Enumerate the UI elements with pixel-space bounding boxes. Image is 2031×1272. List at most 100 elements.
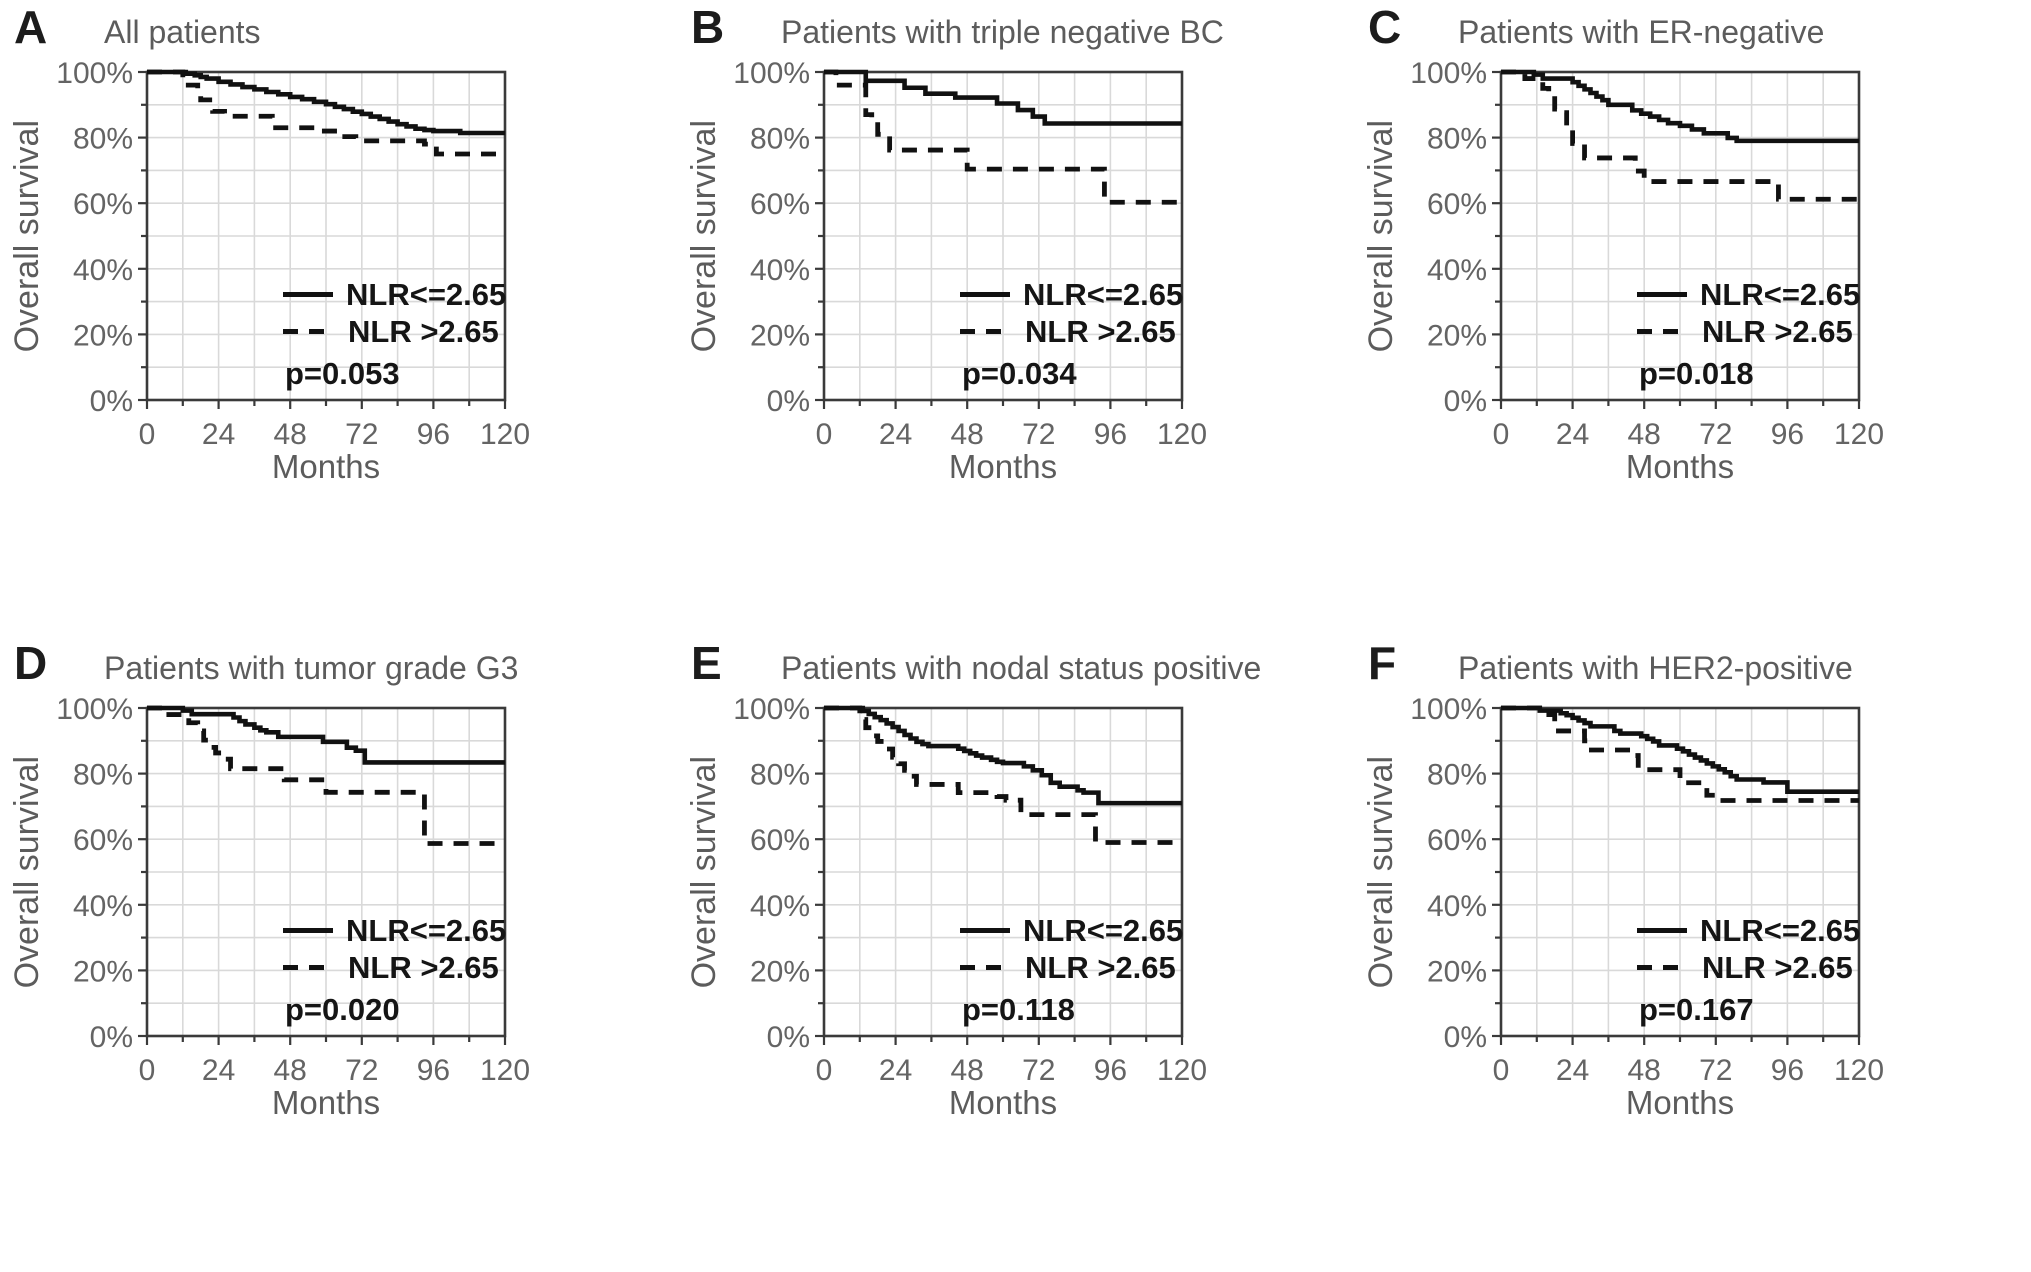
legend: NLR<=2.65 NLR >2.65 p=0.018 bbox=[1637, 276, 1877, 392]
svg-text:48: 48 bbox=[1628, 1054, 1661, 1087]
panel-letter: C bbox=[1368, 1, 1402, 53]
panel-all-patients: A All patients Overall survival 0 24 48 72 9… bbox=[0, 0, 677, 636]
svg-text:100%: 100% bbox=[56, 57, 133, 90]
svg-text:40%: 40% bbox=[73, 890, 133, 923]
panel-title: Patients with nodal status positive bbox=[781, 650, 1262, 686]
svg-text:40%: 40% bbox=[1427, 254, 1487, 287]
panel-title: Patients with ER-negative bbox=[1458, 14, 1825, 50]
panel-title: Patients with tumor grade G3 bbox=[104, 650, 519, 686]
svg-text:100%: 100% bbox=[56, 693, 133, 726]
legend: NLR<=2.65 NLR >2.65 p=0.118 bbox=[960, 912, 1200, 1028]
legend-row-solid: NLR<=2.65 bbox=[1637, 276, 1877, 313]
svg-text:120: 120 bbox=[480, 418, 530, 451]
legend: NLR<=2.65 NLR >2.65 p=0.034 bbox=[960, 276, 1200, 392]
svg-text:80%: 80% bbox=[1427, 759, 1487, 792]
legend-label-solid: NLR<=2.65 bbox=[346, 912, 507, 948]
svg-text:20%: 20% bbox=[1427, 319, 1487, 352]
dashed-line-sample bbox=[960, 329, 1012, 334]
svg-text:0: 0 bbox=[816, 418, 833, 451]
svg-text:48: 48 bbox=[274, 1054, 307, 1087]
solid-line-sample bbox=[283, 292, 333, 297]
svg-text:72: 72 bbox=[1022, 1054, 1055, 1087]
legend-label-dashed: NLR >2.65 bbox=[1702, 949, 1853, 985]
solid-line-sample bbox=[960, 928, 1010, 933]
legend-row-dashed: NLR >2.65 bbox=[960, 313, 1200, 350]
svg-text:60%: 60% bbox=[1427, 824, 1487, 857]
svg-text:80%: 80% bbox=[73, 123, 133, 156]
svg-text:96: 96 bbox=[417, 418, 450, 451]
svg-text:120: 120 bbox=[480, 1054, 530, 1087]
svg-text:80%: 80% bbox=[750, 759, 810, 792]
svg-text:40%: 40% bbox=[750, 254, 810, 287]
svg-text:0%: 0% bbox=[90, 385, 133, 418]
svg-text:60%: 60% bbox=[750, 824, 810, 857]
svg-text:48: 48 bbox=[951, 418, 984, 451]
legend-label-solid: NLR<=2.65 bbox=[1700, 912, 1861, 948]
svg-text:0: 0 bbox=[1493, 418, 1510, 451]
svg-text:20%: 20% bbox=[750, 955, 810, 988]
legend-row-solid: NLR<=2.65 bbox=[1637, 912, 1877, 949]
panel-nodal-status-positive: E Patients with nodal status positive Ov… bbox=[677, 636, 1354, 1272]
solid-line-sample bbox=[1637, 928, 1687, 933]
p-value: p=0.018 bbox=[1639, 356, 1754, 391]
svg-text:20%: 20% bbox=[1427, 955, 1487, 988]
dashed-line-sample bbox=[283, 329, 335, 334]
legend-label-dashed: NLR >2.65 bbox=[348, 949, 499, 985]
dashed-line-sample bbox=[960, 965, 1012, 970]
km-plot: 0 24 48 72 96 120 0% 20% 40% 60% 80% 100% bbox=[733, 57, 1207, 451]
panel-tumor-grade-g3: D Patients with tumor grade G3 Overall s… bbox=[0, 636, 677, 1272]
legend-row-solid: NLR<=2.65 bbox=[283, 276, 523, 313]
x-axis-label: Months bbox=[948, 448, 1058, 485]
svg-text:40%: 40% bbox=[750, 890, 810, 923]
svg-text:0%: 0% bbox=[1444, 385, 1487, 418]
svg-text:0: 0 bbox=[139, 1054, 156, 1087]
panel-title: Patients with HER2-positive bbox=[1458, 650, 1853, 686]
svg-text:48: 48 bbox=[951, 1054, 984, 1087]
legend-label-dashed: NLR >2.65 bbox=[1025, 313, 1176, 349]
svg-text:100%: 100% bbox=[1410, 57, 1487, 90]
svg-text:20%: 20% bbox=[73, 955, 133, 988]
legend: NLR<=2.65 NLR >2.65 p=0.053 bbox=[283, 276, 523, 392]
svg-text:0: 0 bbox=[139, 418, 156, 451]
legend-row-dashed: NLR >2.65 bbox=[283, 949, 523, 986]
svg-text:24: 24 bbox=[1556, 1054, 1589, 1087]
panel-her2-positive: F Patients with HER2-positive Overall su… bbox=[1354, 636, 2031, 1272]
legend-label-solid: NLR<=2.65 bbox=[1023, 276, 1184, 312]
svg-text:72: 72 bbox=[345, 418, 378, 451]
svg-text:0%: 0% bbox=[90, 1021, 133, 1054]
km-plot: 0 24 48 72 96 120 0% 20% 40% 60% 80% 100% bbox=[56, 57, 530, 451]
svg-text:24: 24 bbox=[879, 1054, 912, 1087]
svg-text:96: 96 bbox=[1094, 418, 1127, 451]
svg-text:100%: 100% bbox=[1410, 693, 1487, 726]
svg-text:0: 0 bbox=[816, 1054, 833, 1087]
legend-label-solid: NLR<=2.65 bbox=[1023, 912, 1184, 948]
dashed-line-sample bbox=[1637, 329, 1689, 334]
svg-text:60%: 60% bbox=[73, 824, 133, 857]
p-value: p=0.053 bbox=[285, 356, 400, 391]
x-axis-label: Months bbox=[1625, 448, 1735, 485]
km-plot: 0 24 48 72 96 120 0% 20% 40% 60% 80% 100% bbox=[1410, 693, 1884, 1087]
svg-text:24: 24 bbox=[879, 418, 912, 451]
svg-text:72: 72 bbox=[1699, 418, 1732, 451]
p-value: p=0.118 bbox=[962, 992, 1075, 1027]
km-plot: 0 24 48 72 96 120 0% 20% 40% 60% 80% 100% bbox=[1410, 57, 1884, 451]
legend-row-dashed: NLR >2.65 bbox=[283, 313, 523, 350]
x-axis-label: Months bbox=[271, 448, 381, 485]
svg-text:24: 24 bbox=[202, 418, 235, 451]
solid-line-sample bbox=[960, 292, 1010, 297]
svg-text:20%: 20% bbox=[73, 319, 133, 352]
panel-title: Patients with triple negative BC bbox=[781, 14, 1224, 50]
solid-line-sample bbox=[1637, 292, 1687, 297]
panel-er-negative: C Patients with ER-negative Overall surv… bbox=[1354, 0, 2031, 636]
svg-text:96: 96 bbox=[1094, 1054, 1127, 1087]
x-axis-label: Months bbox=[1625, 1084, 1735, 1121]
legend: NLR<=2.65 NLR >2.65 p=0.020 bbox=[283, 912, 523, 1028]
svg-text:0%: 0% bbox=[767, 1021, 810, 1054]
svg-text:100%: 100% bbox=[733, 693, 810, 726]
panel-triple-negative: B Patients with triple negative BC Overa… bbox=[677, 0, 1354, 636]
svg-text:40%: 40% bbox=[73, 254, 133, 287]
legend: NLR<=2.65 NLR >2.65 p=0.167 bbox=[1637, 912, 1877, 1028]
svg-text:48: 48 bbox=[274, 418, 307, 451]
km-plot: 0 24 48 72 96 120 0% 20% 40% 60% 80% 100% bbox=[56, 693, 530, 1087]
